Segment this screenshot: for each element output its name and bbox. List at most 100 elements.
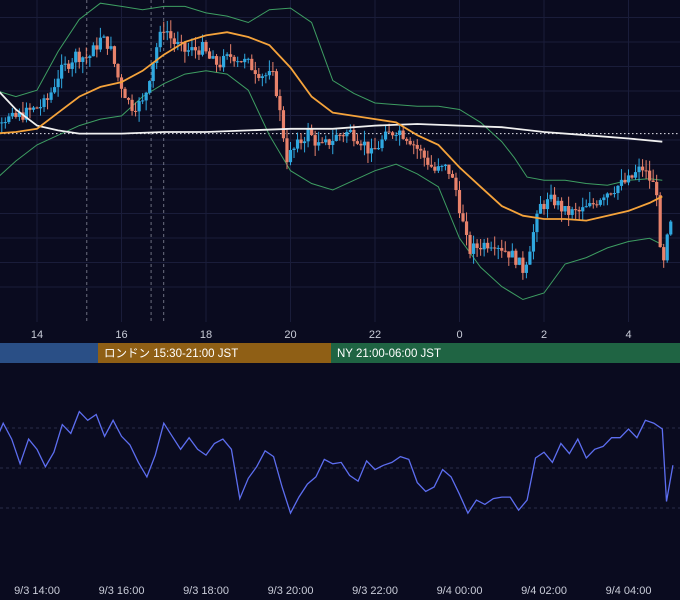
- candle-body: [3, 122, 7, 124]
- candle-body: [415, 144, 419, 149]
- candle-body: [257, 74, 261, 78]
- candle-body: [91, 45, 95, 57]
- candle-body: [457, 190, 462, 214]
- candle-body: [0, 122, 4, 124]
- candle-body: [538, 203, 543, 214]
- candle-body: [302, 141, 307, 144]
- candle-body: [60, 64, 64, 79]
- candle-body: [292, 148, 296, 151]
- candle-body: [306, 128, 310, 142]
- candle-body: [591, 203, 595, 205]
- candle-body: [602, 197, 606, 201]
- candle-body: [489, 247, 493, 249]
- candle-body: [24, 107, 29, 120]
- candle-body: [651, 180, 655, 182]
- candle-body: [278, 96, 282, 111]
- candle-body: [190, 47, 194, 51]
- candle-body: [373, 148, 377, 150]
- candle-body: [366, 141, 370, 154]
- candle-body: [88, 56, 92, 58]
- candle-body: [186, 50, 190, 52]
- candle-body: [383, 131, 388, 140]
- candle-body: [218, 64, 222, 68]
- candle-body: [95, 45, 99, 50]
- price-x-tick-label: 14: [31, 329, 43, 341]
- candle-body: [31, 107, 36, 110]
- candle-body: [70, 62, 74, 69]
- bollinger-lower: [0, 70, 663, 301]
- candle-body: [662, 247, 666, 261]
- candle-body: [500, 247, 504, 251]
- candle-body: [595, 204, 599, 206]
- candle-body: [197, 50, 201, 55]
- candle-body: [450, 173, 455, 178]
- candle-body: [183, 41, 187, 52]
- candle-body: [338, 134, 342, 136]
- candle-body: [320, 142, 324, 144]
- candle-body: [669, 221, 673, 235]
- candle-body: [176, 41, 180, 45]
- candle-body: [630, 175, 634, 178]
- candle-body: [507, 251, 511, 258]
- candle-body: [359, 143, 363, 146]
- candle-body: [267, 71, 271, 76]
- session-segment: [331, 343, 680, 363]
- candle-body: [327, 139, 331, 145]
- candle-body: [200, 41, 205, 55]
- candle-body: [616, 185, 620, 194]
- candle-body: [207, 51, 212, 59]
- candle-body: [109, 46, 113, 49]
- oscillator-panel: 9/3 14:00 9/3 16:00 9/3 18:00 9/3 20:00 9/3 …: [0, 410, 680, 597]
- candle-body: [380, 139, 384, 149]
- candle-body: [471, 243, 476, 254]
- candle-body: [295, 139, 300, 149]
- candle-body: [531, 232, 536, 252]
- oscillator-x-tick-label: 9/3 18:00: [183, 585, 229, 597]
- candle-body: [348, 129, 352, 133]
- candle-body: [461, 213, 465, 222]
- oscillator-line: [0, 410, 674, 515]
- candle-body: [352, 129, 356, 142]
- candle-body: [528, 251, 532, 265]
- candle-body: [640, 166, 645, 171]
- candle-body: [612, 193, 617, 195]
- candle-body: [588, 203, 592, 207]
- candle-body: [229, 54, 233, 57]
- candle-body: [313, 135, 317, 146]
- candle-body: [454, 177, 458, 191]
- candle-body: [214, 56, 219, 65]
- candle-body: [510, 250, 514, 258]
- candle-body: [28, 107, 32, 110]
- candle-body: [655, 181, 659, 196]
- candle-body: [172, 38, 176, 45]
- oscillator-x-tick-label: 9/3 22:00: [352, 585, 398, 597]
- candle-body: [464, 221, 469, 235]
- candle-body: [14, 112, 18, 117]
- candle-body: [570, 209, 574, 215]
- candle-body: [98, 37, 102, 50]
- candle-body: [84, 57, 88, 59]
- candle-body: [482, 242, 486, 250]
- candle-body: [10, 112, 14, 117]
- oscillator-x-tick-label: 9/4 02:00: [521, 585, 567, 597]
- candle-body: [567, 206, 571, 215]
- session-segment: [0, 343, 98, 363]
- candle-body: [77, 51, 81, 62]
- candle-body: [486, 242, 490, 249]
- candle-body: [514, 250, 518, 265]
- candle-body: [155, 47, 159, 63]
- candle-body: [74, 51, 78, 63]
- candle-body: [246, 58, 250, 60]
- candle-body: [151, 62, 155, 82]
- candle-body: [158, 31, 162, 48]
- candle-body: [362, 141, 367, 146]
- candle-body: [429, 164, 433, 167]
- candle-body: [271, 71, 275, 73]
- candle-body: [56, 78, 60, 88]
- candle-body: [133, 110, 138, 112]
- candle-body: [524, 264, 528, 273]
- candle-body: [369, 148, 374, 154]
- candle-body: [281, 110, 286, 139]
